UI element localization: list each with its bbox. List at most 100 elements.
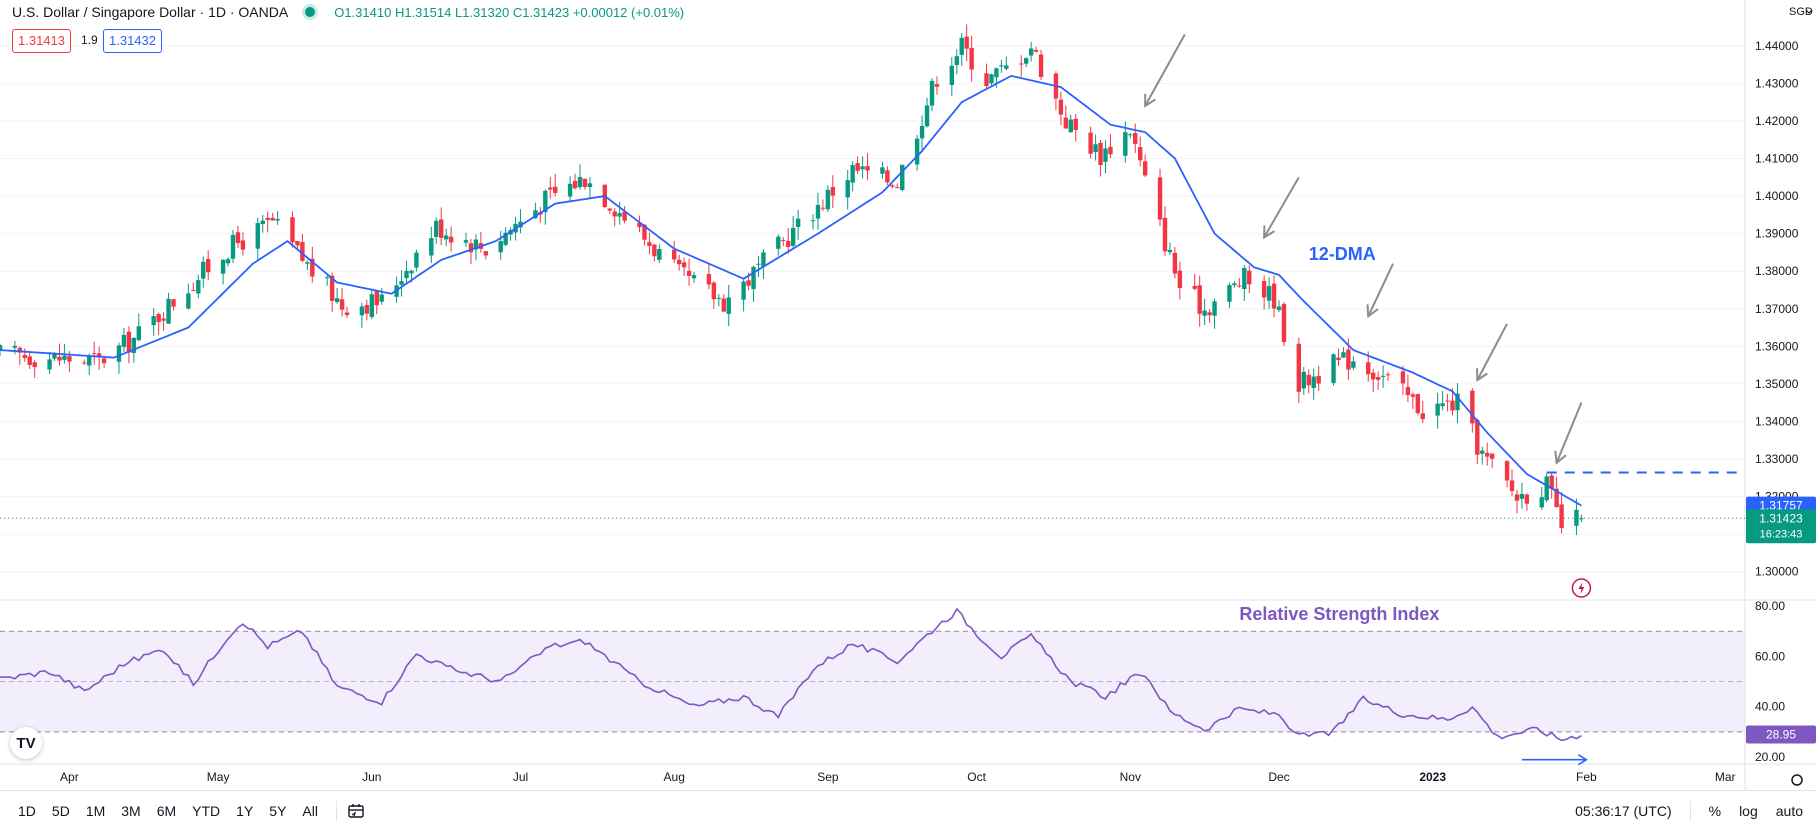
time-tick: Mar [1715, 770, 1736, 784]
auto-scale-toggle[interactable]: auto [1775, 803, 1803, 819]
candle-body [1519, 493, 1525, 499]
candle-body [1058, 99, 1064, 115]
candle-body [830, 187, 836, 196]
candle-body [890, 185, 895, 187]
candle-body [617, 213, 622, 217]
candle-body [52, 353, 57, 359]
candle-body [439, 219, 444, 238]
price-tick: 1.38000 [1755, 264, 1799, 278]
rsi-band [0, 630, 1745, 733]
candle-body [1375, 376, 1381, 380]
grid [0, 0, 1817, 790]
candle-body [612, 211, 617, 217]
candle-body [409, 270, 414, 274]
candle-body [726, 297, 731, 314]
buy-button[interactable]: 1.31432 [103, 29, 162, 53]
candle-body [1410, 394, 1416, 397]
candle-body [919, 125, 925, 139]
gear-icon [1791, 774, 1803, 786]
range-5d-button[interactable]: 5D [51, 803, 70, 819]
candle-body [1247, 270, 1252, 285]
candle-body [1539, 497, 1544, 508]
candle-body [434, 220, 439, 237]
candle-body [1068, 119, 1073, 133]
candle-body [1559, 504, 1564, 529]
range-6m-button[interactable]: 6M [156, 803, 177, 819]
candle-body [820, 207, 826, 209]
price-tick: 1.42000 [1755, 114, 1799, 128]
candle-body [815, 204, 821, 219]
candle-body [1485, 452, 1490, 457]
candle-body [101, 358, 107, 364]
candle-body [1108, 146, 1113, 155]
candle-body [300, 242, 305, 261]
candle-body [67, 356, 72, 362]
candle-body [1063, 117, 1069, 129]
range-3m-button[interactable]: 3M [121, 803, 141, 819]
candle-body [369, 294, 375, 318]
candle-body [845, 180, 850, 198]
market-status-icon[interactable] [302, 4, 319, 20]
candle-body [275, 218, 280, 221]
candle-body [865, 166, 870, 171]
toolbar-divider [335, 801, 337, 821]
candle-body [1038, 54, 1044, 78]
chevron-down-icon [1805, 9, 1813, 14]
log-scale-toggle[interactable]: log [1739, 803, 1758, 819]
candle-body [1172, 252, 1178, 274]
candle-body [1450, 400, 1455, 411]
candle-body [151, 316, 156, 326]
range-all-button[interactable]: All [302, 803, 318, 819]
candle-body [379, 294, 384, 302]
candle-body [810, 220, 816, 222]
candle-body [895, 187, 900, 189]
rsi-value-label: 28.95 [1766, 727, 1796, 741]
candle-body [1435, 403, 1440, 416]
candle-body [1004, 65, 1009, 69]
price-tick: 1.36000 [1755, 339, 1799, 353]
candle-body [969, 47, 974, 70]
candle-body [404, 270, 409, 279]
candle-body [1475, 419, 1480, 455]
candle-body [1028, 48, 1034, 56]
range-ytd-button[interactable]: YTD [192, 803, 221, 819]
time-tick: Jul [513, 770, 528, 784]
candle-body [1232, 283, 1237, 286]
candle-body [1549, 475, 1554, 489]
time-tick: May [207, 770, 230, 784]
candle-body [1167, 250, 1173, 253]
range-1m-button[interactable]: 1M [85, 803, 106, 819]
candle-body [1514, 494, 1520, 501]
candle-body [359, 306, 365, 316]
range-1y-button[interactable]: 1Y [236, 803, 254, 819]
candle-body [622, 211, 627, 221]
candle-body [567, 183, 573, 197]
axes[interactable]: SGD 1.44000 1.43000 1.42000 1.41000 1.40000 1.… [60, 6, 1816, 786]
chart-canvas[interactable]: 12-DMA Relative Strength Index SGD 1.44000… [0, 0, 1817, 790]
candle-body [166, 298, 171, 324]
candle-body [716, 297, 722, 299]
tradingview-logo-icon[interactable]: TV [10, 727, 42, 759]
candle-body [1470, 390, 1475, 424]
range-5y-button[interactable]: 5Y [269, 803, 287, 819]
candle-body [121, 334, 127, 347]
candle-body [1212, 301, 1217, 316]
percent-scale-toggle[interactable]: % [1708, 803, 1722, 819]
candle-body [240, 240, 246, 250]
candle-body [87, 356, 92, 366]
candle-body [984, 73, 989, 87]
sell-button[interactable]: 1.31413 [12, 29, 71, 53]
range-1d-button[interactable]: 1D [18, 803, 36, 819]
candle-body [572, 180, 578, 189]
time-tick: Jun [362, 770, 381, 784]
date-range-icon[interactable] [347, 802, 365, 820]
rsi-line [0, 607, 1582, 742]
candle-body [290, 217, 295, 243]
clock-display[interactable]: 05:36:17 (UTC) [1575, 803, 1672, 819]
candle-body [786, 240, 791, 247]
candle-body [1271, 283, 1277, 309]
candle-body [776, 236, 781, 249]
last-price-label: 1.31423 [1759, 511, 1803, 525]
symbol-title[interactable]: U.S. Dollar / Singapore Dollar · 1D · OA… [12, 4, 289, 20]
price-tick: 1.33000 [1755, 452, 1799, 466]
